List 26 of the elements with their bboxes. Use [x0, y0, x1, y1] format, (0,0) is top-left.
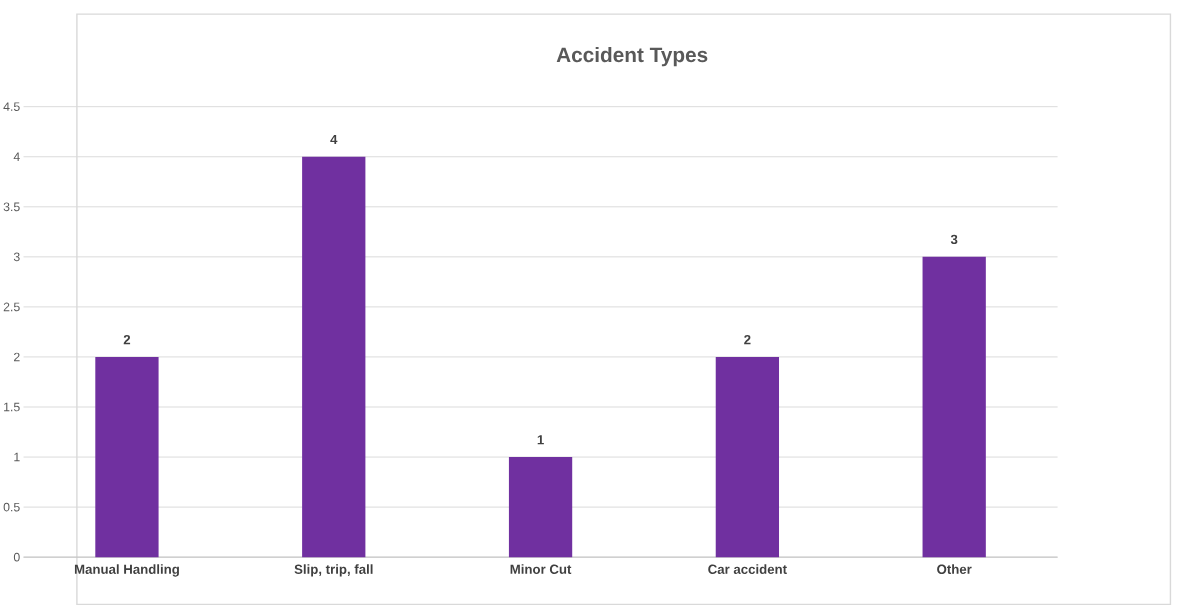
y-tick-label: 3 — [13, 252, 20, 262]
y-tick-label: 4 — [13, 152, 20, 161]
bar — [922, 256, 986, 558]
chart-title: Accident Types — [556, 46, 708, 67]
x-tick-label: Other — [937, 564, 972, 574]
y-tick-label: 0.5 — [3, 502, 20, 512]
y-tick-label: 2 — [14, 352, 20, 362]
x-tick-label: Slip, trip, fall — [294, 564, 373, 577]
bar — [302, 156, 366, 558]
y-tick-label: 4.5 — [3, 102, 20, 111]
data-label: 2 — [744, 334, 751, 345]
y-tick-label: 0 — [13, 552, 20, 562]
x-tick-label: Minor Cut — [510, 564, 572, 574]
data-label: 2 — [123, 334, 131, 345]
x-tick-label: Car accident — [708, 564, 787, 574]
data-label: 4 — [330, 134, 338, 144]
bar — [508, 456, 573, 558]
y-tick-label: 3.5 — [3, 202, 20, 212]
y-tick-label: 1.5 — [4, 402, 20, 412]
bar — [95, 356, 159, 558]
data-label: 1 — [537, 435, 544, 445]
bar — [715, 356, 780, 558]
x-tick-label: Manual Handling — [74, 564, 179, 577]
y-tick-label: 2.5 — [3, 302, 20, 312]
data-label: 3 — [950, 234, 958, 244]
y-tick-label: 1 — [14, 452, 20, 462]
